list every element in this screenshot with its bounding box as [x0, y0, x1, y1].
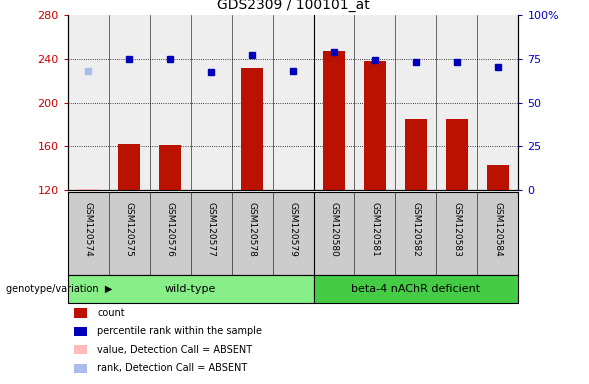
Bar — [313, 275, 518, 303]
Text: GSM120583: GSM120583 — [452, 202, 461, 257]
Text: GSM120581: GSM120581 — [370, 202, 379, 257]
Bar — [446, 119, 468, 190]
Bar — [487, 165, 509, 190]
Text: GSM120576: GSM120576 — [166, 202, 175, 257]
Text: GSM120575: GSM120575 — [125, 202, 134, 257]
Bar — [363, 61, 386, 190]
Text: GSM120579: GSM120579 — [289, 202, 297, 257]
Bar — [405, 119, 427, 190]
Text: beta-4 nAChR deficient: beta-4 nAChR deficient — [352, 284, 481, 294]
Bar — [118, 144, 140, 190]
Text: count: count — [97, 308, 125, 318]
Text: genotype/variation  ▶: genotype/variation ▶ — [6, 284, 112, 294]
Text: rank, Detection Call = ABSENT: rank, Detection Call = ABSENT — [97, 363, 247, 373]
Bar — [159, 145, 181, 190]
Text: percentile rank within the sample: percentile rank within the sample — [97, 326, 262, 336]
Bar — [77, 189, 100, 190]
Bar — [68, 275, 313, 303]
Text: GSM120580: GSM120580 — [329, 202, 339, 257]
Title: GDS2309 / 100101_at: GDS2309 / 100101_at — [217, 0, 369, 12]
Text: GSM120574: GSM120574 — [84, 202, 92, 257]
Text: GSM120577: GSM120577 — [207, 202, 216, 257]
Text: value, Detection Call = ABSENT: value, Detection Call = ABSENT — [97, 345, 252, 355]
Text: GSM120582: GSM120582 — [411, 202, 421, 257]
Bar — [323, 51, 345, 190]
Bar — [241, 68, 263, 190]
Text: GSM120578: GSM120578 — [247, 202, 257, 257]
Text: GSM120584: GSM120584 — [494, 202, 502, 257]
Text: wild-type: wild-type — [165, 284, 216, 294]
